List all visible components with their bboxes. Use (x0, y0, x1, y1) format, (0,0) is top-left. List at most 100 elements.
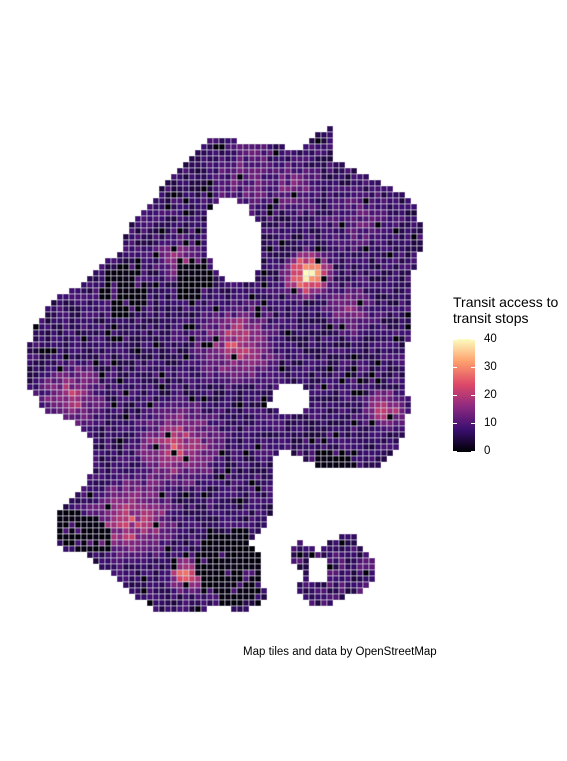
map-cell (398, 191, 406, 199)
map-cell (122, 533, 130, 541)
map-cell (362, 191, 370, 199)
map-cell (338, 365, 346, 373)
map-cell (362, 179, 370, 187)
map-cell (272, 251, 280, 259)
map-cell (128, 527, 136, 535)
map-cell (176, 521, 184, 529)
map-cell (140, 569, 148, 577)
map-cell (350, 209, 358, 217)
map-cell (122, 437, 130, 445)
map-cell (146, 473, 154, 481)
map-cell (260, 503, 268, 511)
map-cell (86, 359, 94, 367)
map-cell (320, 317, 328, 325)
map-cell (134, 419, 142, 427)
map-cell (362, 425, 370, 433)
map-cell (278, 209, 286, 217)
map-cell (86, 389, 94, 397)
map-cell (368, 281, 376, 289)
map-cell (296, 173, 304, 181)
map-cell (134, 263, 142, 271)
map-cell (140, 353, 148, 361)
map-cell (230, 389, 238, 397)
map-cell (278, 215, 286, 223)
map-cell (200, 473, 208, 481)
map-cell (80, 359, 88, 367)
map-cell (170, 551, 178, 559)
map-cell (128, 443, 136, 451)
map-cell (344, 551, 352, 559)
map-cell (188, 467, 196, 475)
map-cell (308, 197, 316, 205)
map-cell (134, 239, 142, 247)
map-cell (170, 479, 178, 487)
map-cell (122, 419, 130, 427)
map-cell (176, 605, 184, 613)
map-cell (392, 377, 400, 385)
map-cell (326, 431, 334, 439)
map-cell (134, 341, 142, 349)
map-cell (224, 533, 232, 541)
map-cell (176, 197, 184, 205)
map-cell (338, 443, 346, 451)
map-cell (362, 449, 370, 457)
map-cell (386, 365, 394, 373)
map-cell (98, 503, 106, 511)
map-cell (176, 575, 184, 583)
map-cell (62, 335, 70, 343)
map-cell (248, 389, 256, 397)
map-cell (176, 179, 184, 187)
map-cell (296, 353, 304, 361)
map-cell (206, 269, 214, 277)
map-cell (86, 395, 94, 403)
map-cell (266, 149, 274, 157)
map-cell (242, 497, 250, 505)
map-cell (176, 581, 184, 589)
map-cell (200, 539, 208, 547)
map-cell (206, 377, 214, 385)
map-cell (344, 575, 352, 583)
map-cell (380, 215, 388, 223)
map-cell (272, 347, 280, 355)
map-cell (158, 473, 166, 481)
map-cell (188, 167, 196, 175)
map-cell (26, 347, 34, 355)
map-cell (224, 527, 232, 535)
map-cell (152, 563, 160, 571)
map-cell (368, 251, 376, 259)
map-cell (338, 359, 346, 367)
map-cell (218, 503, 226, 511)
map-cell (296, 437, 304, 445)
map-cell (50, 347, 58, 355)
map-cell (92, 425, 100, 433)
map-cell (152, 365, 160, 373)
map-cell (296, 155, 304, 163)
map-cell (290, 443, 298, 451)
map-cell (188, 371, 196, 379)
map-cell (302, 341, 310, 349)
map-cell (308, 437, 316, 445)
map-cell (206, 437, 214, 445)
map-cell (338, 539, 346, 547)
map-cell (296, 419, 304, 427)
map-cell (332, 569, 340, 577)
map-cell (332, 245, 340, 253)
map-cell (110, 539, 118, 547)
map-cell (44, 371, 52, 379)
map-cell (194, 599, 202, 607)
map-cell (206, 413, 214, 421)
map-cell (152, 401, 160, 409)
map-cell (32, 365, 40, 373)
map-cell (56, 311, 64, 319)
map-cell (194, 521, 202, 529)
map-cell (188, 503, 196, 511)
map-cell (332, 299, 340, 307)
map-cell (338, 329, 346, 337)
map-cell (284, 179, 292, 187)
map-cell (164, 515, 172, 523)
map-cell (374, 371, 382, 379)
map-cell (194, 341, 202, 349)
map-cell (98, 317, 106, 325)
map-cell (182, 191, 190, 199)
map-cell (236, 359, 244, 367)
